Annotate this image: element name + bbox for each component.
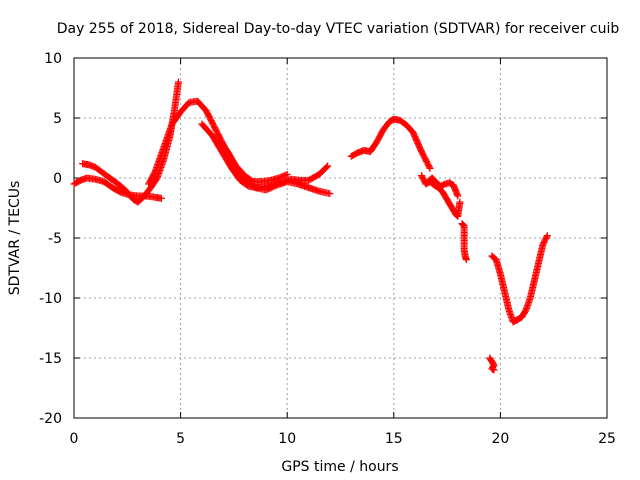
data-point — [459, 220, 467, 228]
y-tick-label: -15 — [39, 351, 62, 367]
x-tick-label: 10 — [278, 431, 296, 447]
data-point — [425, 163, 433, 171]
data-point — [426, 164, 434, 172]
x-tick-label: 15 — [385, 431, 403, 447]
x-tick-label: 25 — [598, 431, 616, 447]
data-point — [490, 366, 498, 374]
chart-title: Day 255 of 2018, Sidereal Day-to-day VTE… — [57, 21, 620, 37]
data-points — [70, 78, 551, 374]
y-axis-label: SDTVAR / TECUs — [7, 181, 23, 296]
y-tick-label: -10 — [39, 291, 62, 307]
data-point — [283, 170, 291, 178]
data-point — [543, 233, 551, 241]
y-tick-label: -20 — [39, 411, 62, 427]
y-tick-label: -5 — [48, 231, 62, 247]
data-point — [323, 163, 331, 171]
data-point — [174, 78, 182, 86]
data-point — [157, 194, 165, 202]
data-point — [454, 192, 462, 200]
series-track-i — [458, 220, 470, 264]
y-tick-label: 0 — [53, 171, 62, 187]
series-track-h — [424, 174, 462, 200]
series-track-f — [347, 115, 434, 172]
y-tick-label: 10 — [44, 51, 62, 67]
data-point — [456, 198, 464, 206]
series-track-d — [198, 120, 332, 192]
x-tick-label: 5 — [176, 431, 185, 447]
data-point — [462, 256, 470, 264]
x-tick-label: 0 — [70, 431, 79, 447]
x-axis-label: GPS time / hours — [281, 459, 398, 475]
data-point — [324, 162, 332, 170]
y-tick-label: 5 — [53, 111, 62, 127]
data-point — [543, 232, 551, 240]
series-track-j — [486, 354, 498, 374]
axis-ticks: 0 5 10 15 20 25 -20 -15 -10 -5 0 5 10 — [39, 51, 616, 447]
data-point — [326, 190, 334, 198]
series-track-e — [215, 138, 291, 186]
x-tick-label: 20 — [491, 431, 509, 447]
series-track-k — [488, 232, 551, 326]
plot-frame — [73, 57, 608, 419]
